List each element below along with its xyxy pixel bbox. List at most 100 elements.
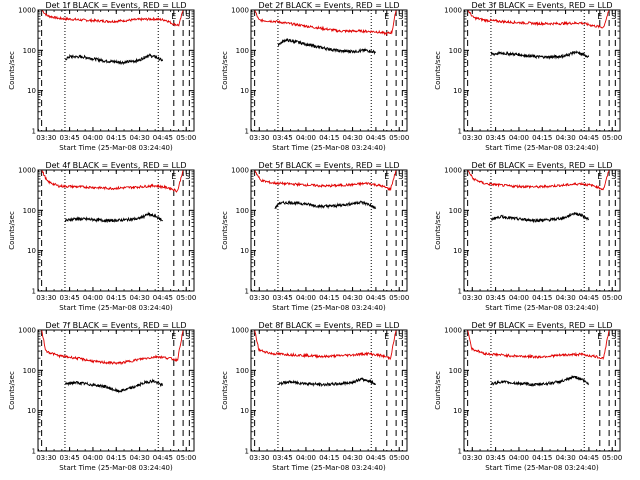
- flag-s: S: [185, 332, 190, 341]
- flag-s: S: [398, 332, 403, 341]
- x-tick-label: 04:45: [579, 294, 599, 302]
- flag-e: E: [171, 172, 176, 181]
- x-tick-label: 04:15: [532, 294, 552, 302]
- flag-s: S: [611, 172, 616, 181]
- y-tick-label: 1: [245, 448, 249, 456]
- x-tick-label: 03:45: [60, 454, 80, 462]
- flag-e: E: [597, 332, 602, 341]
- x-tick-label: 05:00: [602, 454, 622, 462]
- x-tick-label: 03:30: [36, 454, 56, 462]
- flag-e: E: [597, 172, 602, 181]
- y-tick-label: 100: [236, 207, 249, 215]
- x-tick-label: 04:00: [296, 294, 316, 302]
- y-axis-label: Counts/sec: [8, 371, 16, 410]
- panel-det-9: Det 9f BLACK = Events, RED = LLD Counts/s…: [434, 321, 622, 472]
- flag-s: S: [611, 12, 616, 21]
- x-tick-label: 04:15: [532, 134, 552, 142]
- y-axis-label: Counts/sec: [221, 51, 229, 90]
- y-tick-label: 10: [240, 407, 249, 415]
- lld-series-line: [467, 329, 610, 360]
- y-tick-label: 1000: [231, 7, 249, 15]
- flag-s: S: [185, 12, 190, 21]
- x-tick-label: 05:00: [602, 134, 622, 142]
- plot-frame: [463, 9, 621, 132]
- flag-s: S: [185, 172, 190, 181]
- flag-e: E: [171, 332, 176, 341]
- panel-title: Det 9f BLACK = Events, RED = LLD: [471, 321, 612, 330]
- flag-e: E: [597, 12, 602, 21]
- x-tick-label: 04:30: [342, 294, 362, 302]
- x-tick-label: 04:30: [555, 454, 575, 462]
- y-tick-label: 10: [453, 247, 462, 255]
- y-tick-label: 1000: [231, 327, 249, 335]
- x-tick-label: 04:00: [296, 454, 316, 462]
- plot-frame: [463, 329, 621, 452]
- panel-det-4: Det 4f BLACK = Events, RED = LLD Counts/s…: [8, 161, 196, 312]
- y-tick-label: 100: [449, 367, 462, 375]
- flag-s: S: [398, 12, 403, 21]
- x-tick-label: 05:00: [389, 134, 409, 142]
- x-tick-label: 04:30: [342, 454, 362, 462]
- x-axis-label: Start Time (25-Mar-08 03:24:40): [485, 304, 599, 312]
- x-tick-label: 03:30: [249, 454, 269, 462]
- events-series-line: [277, 38, 377, 56]
- y-tick-label: 1000: [18, 327, 36, 335]
- x-tick-label: 04:15: [319, 294, 339, 302]
- panel-det-7: Det 7f BLACK = Events, RED = LLD Counts/s…: [8, 321, 196, 472]
- x-tick-label: 04:45: [153, 134, 173, 142]
- lld-series-line: [467, 169, 610, 191]
- y-tick-label: 1000: [18, 7, 36, 15]
- x-tick-label: 04:30: [555, 134, 575, 142]
- y-tick-label: 100: [449, 47, 462, 55]
- y-tick-label: 100: [236, 47, 249, 55]
- plot-frame: [250, 169, 408, 292]
- x-tick-label: 04:00: [509, 134, 529, 142]
- events-series-line: [490, 212, 590, 224]
- lld-series-line: [254, 169, 397, 192]
- panel-title: Det 6f BLACK = Events, RED = LLD: [471, 161, 612, 170]
- panel-det-1: Det 1f BLACK = Events, RED = LLD Counts/s…: [8, 1, 196, 152]
- events-series-line: [277, 377, 377, 388]
- y-tick-label: 1000: [444, 7, 462, 15]
- y-tick-label: 100: [23, 47, 36, 55]
- y-tick-label: 1000: [444, 167, 462, 175]
- y-axis-label: Counts/sec: [8, 51, 16, 90]
- x-tick-label: 04:15: [532, 454, 552, 462]
- y-tick-label: 100: [23, 207, 36, 215]
- y-tick-label: 10: [453, 87, 462, 95]
- events-series-line: [274, 199, 377, 210]
- x-axis-label: Start Time (25-Mar-08 03:24:40): [59, 144, 173, 152]
- x-axis-label: Start Time (25-Mar-08 03:24:40): [59, 464, 173, 472]
- x-tick-label: 05:00: [176, 294, 196, 302]
- panel-title: Det 4f BLACK = Events, RED = LLD: [45, 161, 186, 170]
- x-tick-label: 03:30: [36, 294, 56, 302]
- y-tick-label: 10: [453, 407, 462, 415]
- y-tick-label: 1: [458, 288, 462, 296]
- lld-series-line: [41, 169, 184, 193]
- panel-title: Det 2f BLACK = Events, RED = LLD: [258, 1, 399, 10]
- flag-e: E: [171, 12, 176, 21]
- x-tick-label: 04:00: [83, 294, 103, 302]
- x-tick-label: 04:15: [106, 134, 126, 142]
- plot-frame: [37, 9, 195, 132]
- y-tick-label: 10: [27, 407, 36, 415]
- y-tick-label: 1: [32, 288, 36, 296]
- y-tick-label: 1: [32, 448, 36, 456]
- lld-series-line: [41, 329, 184, 366]
- x-tick-label: 04:15: [106, 294, 126, 302]
- x-tick-label: 05:00: [389, 294, 409, 302]
- flag-e: E: [384, 172, 389, 181]
- x-tick-label: 03:30: [462, 454, 482, 462]
- panel-det-8: Det 8f BLACK = Events, RED = LLD Counts/s…: [221, 321, 409, 472]
- y-tick-label: 100: [449, 207, 462, 215]
- events-series-line: [490, 50, 590, 60]
- x-tick-label: 04:45: [579, 134, 599, 142]
- panel-title: Det 8f BLACK = Events, RED = LLD: [258, 321, 399, 330]
- x-tick-label: 04:00: [509, 294, 529, 302]
- lld-series-line: [467, 9, 610, 29]
- x-tick-label: 03:45: [486, 294, 506, 302]
- panel-title: Det 1f BLACK = Events, RED = LLD: [45, 1, 186, 10]
- y-axis-label: Counts/sec: [434, 51, 442, 90]
- panel-title: Det 5f BLACK = Events, RED = LLD: [258, 161, 399, 170]
